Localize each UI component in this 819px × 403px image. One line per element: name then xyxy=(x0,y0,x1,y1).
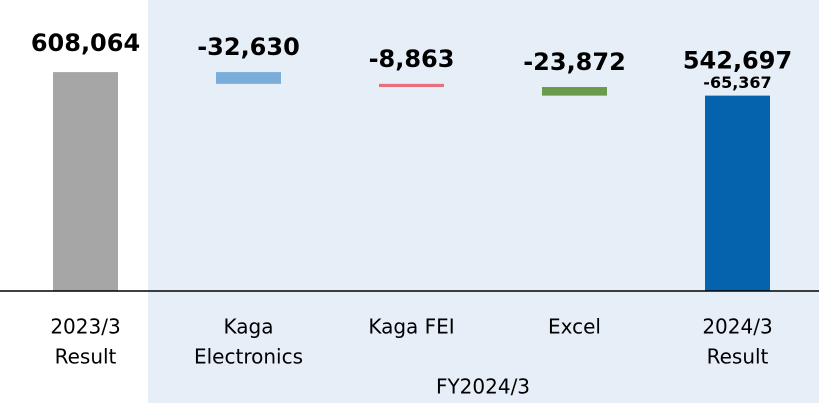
bar xyxy=(379,83,444,88)
x-tick-label: Kaga FEI xyxy=(368,315,454,339)
x-tick-label: Result xyxy=(707,345,769,369)
x-tick-label: Kaga xyxy=(224,315,274,339)
value-label: -32,630 xyxy=(197,33,300,61)
x-tick-label: Excel xyxy=(548,315,601,339)
x-tick-label: Result xyxy=(55,345,117,369)
value-label: -23,872 xyxy=(523,48,626,76)
bar xyxy=(53,72,118,292)
x-tick-label: Electronics xyxy=(194,345,303,369)
value-label: 608,064 xyxy=(31,29,140,57)
x-tick-label: 2023/3 xyxy=(50,315,120,339)
bar xyxy=(542,87,607,96)
annotation: -65,367 xyxy=(703,73,771,92)
group-label: FY2024/3 xyxy=(436,375,530,399)
bar xyxy=(705,95,770,291)
x-tick-label: 2024/3 xyxy=(702,315,772,339)
bar xyxy=(216,72,281,84)
value-label: 542,697 xyxy=(683,47,792,75)
value-label: -8,863 xyxy=(369,45,455,73)
